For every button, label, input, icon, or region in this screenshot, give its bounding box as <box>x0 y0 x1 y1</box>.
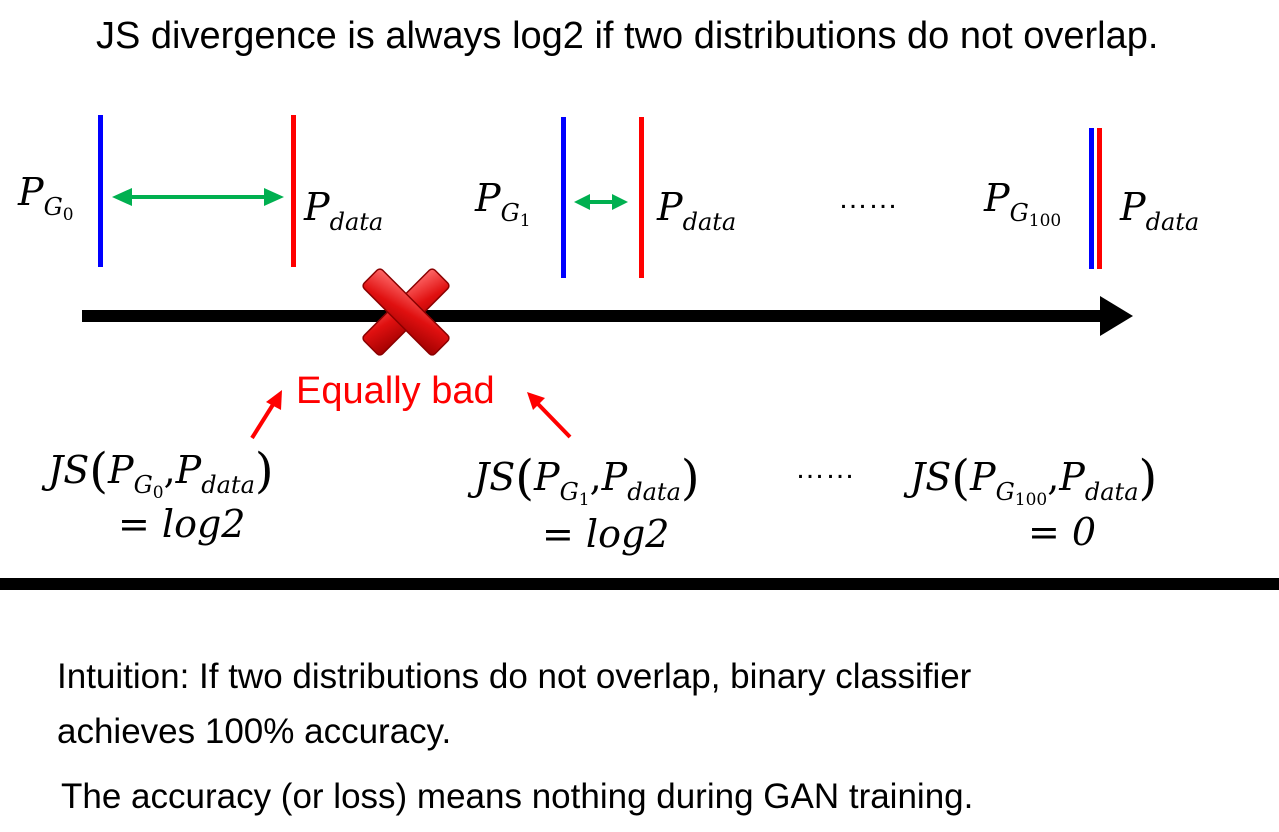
conclusion-text: The accuracy (or loss) means nothing dur… <box>61 777 974 816</box>
annotation-arrow-right <box>527 392 572 439</box>
annotation-arrow-left <box>250 390 282 440</box>
red-cross-icon <box>362 268 450 356</box>
js-result-0: = log2 <box>118 502 246 546</box>
section-divider <box>0 578 1279 590</box>
page-title: JS divergence is always log2 if two dist… <box>96 15 1159 57</box>
pdata-label-0: Pdata <box>304 185 384 236</box>
pdata-label-100: Pdata <box>1120 185 1200 236</box>
intuition-line-2: achieves 100% accuracy. <box>57 712 452 751</box>
js-formula-100: JS(PG100,Pdata) <box>910 450 1158 510</box>
distance-arrow-0 <box>112 188 284 206</box>
equally-bad-label: Equally bad <box>296 370 495 412</box>
ellipsis-bottom: …… <box>795 452 855 485</box>
intuition-line-1: Intuition: If two distributions do not o… <box>57 657 972 696</box>
js-formula-0: JS(PG0,Pdata) <box>48 443 274 503</box>
pg100-line <box>1089 128 1094 269</box>
js-formula-1: JS(PG1,Pdata) <box>474 450 700 510</box>
timeline-arrow <box>82 296 1133 336</box>
pdata-line-0 <box>291 115 296 267</box>
pg0-line <box>98 115 103 267</box>
pg100-label: PG100 <box>984 176 1062 231</box>
pg0-label: PG0 <box>18 170 74 225</box>
pg1-line <box>561 117 566 278</box>
pg1-label: PG1 <box>475 176 531 231</box>
js-result-1: = log2 <box>542 512 670 556</box>
js-result-100: = 0 <box>1028 510 1097 554</box>
pdata-label-1: Pdata <box>657 185 737 236</box>
pdata-line-1 <box>639 117 644 278</box>
pdata-line-100 <box>1097 128 1102 269</box>
diagram-graphics <box>82 115 1133 440</box>
ellipsis-top: …… <box>838 182 898 215</box>
distance-arrow-1 <box>574 194 628 210</box>
